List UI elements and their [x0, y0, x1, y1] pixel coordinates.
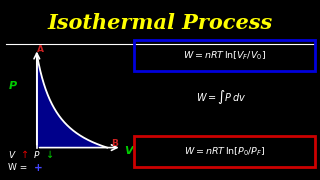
- Polygon shape: [37, 54, 107, 148]
- Text: +: +: [34, 163, 42, 173]
- Text: V: V: [124, 146, 132, 156]
- Text: P: P: [9, 81, 17, 91]
- Text: Isothermal Process: Isothermal Process: [47, 13, 273, 33]
- Text: $W = nRT\,\ln[V_F/V_0]$: $W = nRT\,\ln[V_F/V_0]$: [183, 49, 267, 62]
- Text: ↑: ↑: [21, 150, 29, 160]
- Text: $W = nRT\,\ln[P_0/P_F]$: $W = nRT\,\ln[P_0/P_F]$: [184, 145, 266, 158]
- Text: A: A: [37, 45, 44, 54]
- Text: V: V: [8, 151, 14, 160]
- Text: $W = \int P\,dv$: $W = \int P\,dv$: [196, 88, 246, 106]
- Text: W =: W =: [8, 163, 30, 172]
- Text: B: B: [111, 139, 118, 148]
- Text: ↓: ↓: [46, 150, 54, 160]
- Text: P: P: [34, 151, 39, 160]
